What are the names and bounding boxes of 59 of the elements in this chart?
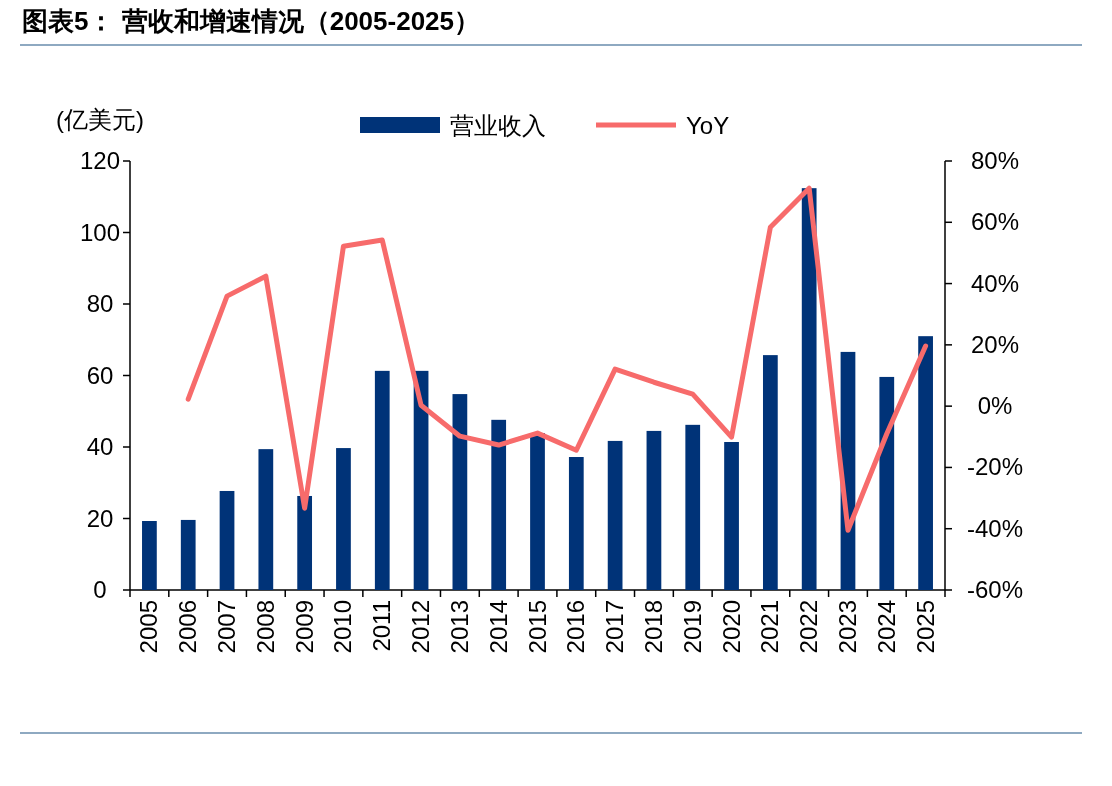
y2-tick-label: -20% [966, 453, 1024, 481]
legend-label: 营业收入 [450, 112, 546, 139]
x-tick-label: 2009 [290, 600, 318, 654]
x-tick-label: 2005 [135, 600, 163, 654]
y2-tick-label: -60% [966, 576, 1024, 603]
x-tick-label: 2012 [407, 600, 435, 654]
x-tick-label: 2010 [329, 600, 357, 654]
bar [219, 490, 235, 590]
y-axis-title: (亿美元) [56, 106, 144, 133]
bar [646, 430, 662, 590]
y-tick-label: 0 [93, 576, 107, 603]
y2-tick-label: 0% [977, 392, 1013, 420]
bar [491, 419, 507, 590]
bar [297, 495, 313, 590]
y2-tick-label: 80% [970, 147, 1020, 174]
x-tick-label: 2025 [911, 600, 939, 654]
x-tick-label: 2007 [213, 600, 241, 654]
bar [336, 448, 351, 590]
x-tick-label: 2015 [523, 600, 551, 654]
x-tick-label: 2013 [445, 600, 473, 654]
y-tick-label: 100 [79, 218, 121, 246]
chart-title: 图表5： 营收和增速情况（2005-2025） [22, 6, 481, 36]
y-tick-label: 40 [86, 433, 114, 460]
x-tick-label: 2023 [833, 600, 861, 654]
bar [879, 376, 895, 590]
x-tick-label: 2022 [795, 600, 823, 654]
y-tick-label: 80 [86, 290, 114, 317]
x-tick-label: 2006 [174, 600, 202, 654]
y-tick-label: 120 [79, 147, 121, 174]
bar [142, 521, 157, 590]
bar [568, 457, 584, 590]
bar [374, 370, 390, 590]
x-tick-label: 2024 [872, 600, 900, 654]
y2-tick-label: 40% [970, 269, 1020, 297]
x-tick-label: 2020 [717, 600, 745, 654]
x-tick-label: 2017 [601, 600, 629, 654]
bar [180, 519, 196, 590]
x-tick-label: 2021 [756, 600, 784, 654]
bar [801, 188, 817, 590]
y2-tick-label: -40% [966, 514, 1024, 542]
y2-tick-label: 20% [970, 330, 1020, 358]
x-tick-label: 2011 [368, 600, 396, 652]
y-tick-label: 60 [86, 361, 114, 389]
x-tick-label: 2008 [251, 600, 279, 654]
bar [452, 394, 468, 590]
x-tick-label: 2014 [484, 600, 512, 654]
y-tick-label: 20 [86, 504, 114, 532]
bar [918, 336, 933, 590]
bar [762, 355, 778, 590]
x-tick-label: 2018 [639, 600, 667, 654]
legend-label: YoY [686, 112, 730, 139]
bar [685, 424, 701, 590]
bar [607, 440, 623, 590]
bar [530, 433, 545, 590]
bar [258, 449, 274, 590]
y2-tick-label: 60% [970, 208, 1020, 236]
x-tick-label: 2019 [678, 600, 706, 654]
bar [724, 442, 739, 590]
x-tick-label: 2016 [562, 600, 590, 654]
